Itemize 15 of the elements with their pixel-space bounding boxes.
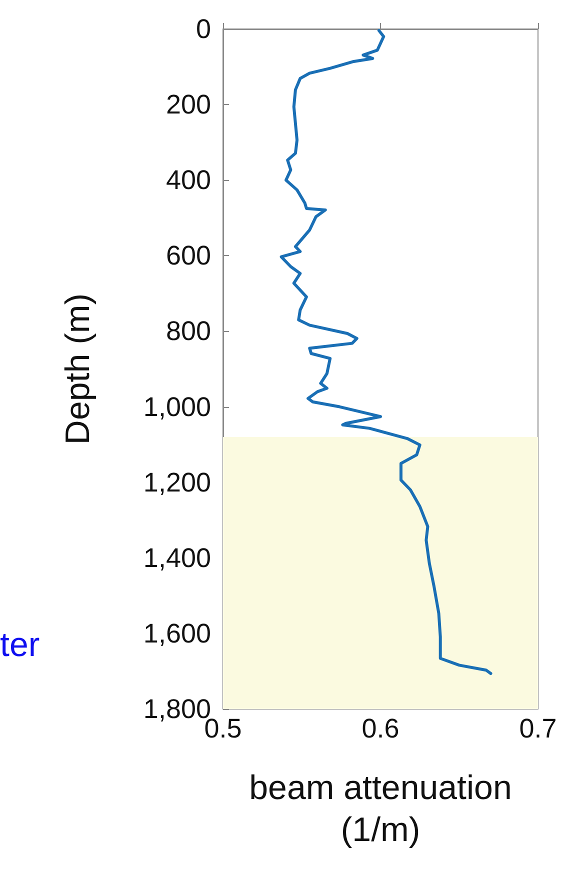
y-tick-label: 1,400 [143,542,211,573]
y-tick-label: 600 [166,240,211,271]
line-series [280,29,492,675]
y-tick-label: 1,600 [143,618,211,648]
x-tick-label: 0.6 [362,714,400,744]
y-tick-label: 0 [196,14,211,44]
y-tick-label: 1,000 [143,392,211,422]
y-tick-label: 800 [166,316,211,346]
y-tick-label: 200 [166,90,211,120]
text: ter [0,626,40,664]
y-tick-label: 1,200 [143,467,211,498]
x-axis-title: beam attenuation (1/m) [249,769,512,849]
y-tick-label: 400 [166,165,211,196]
y-axis-title: Depth (m) [59,293,97,445]
x-tick-label: 0.7 [519,714,557,744]
